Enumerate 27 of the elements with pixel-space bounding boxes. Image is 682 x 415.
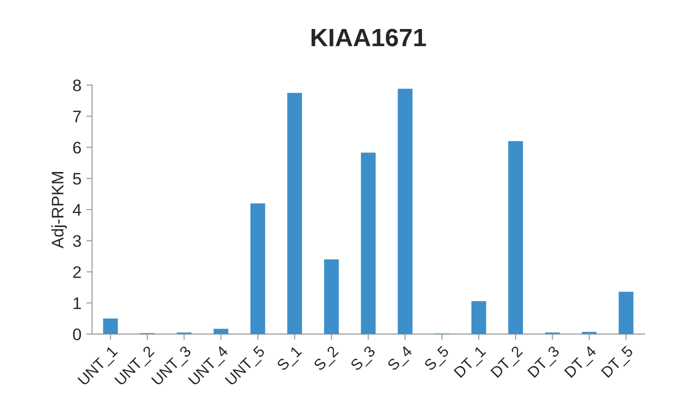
chart-title: KIAA1671: [312, 28, 426, 46]
y-tick-label: 1: [74, 298, 81, 309]
x-tick-label: S_3: [350, 345, 378, 374]
y-tick-label: 7: [73, 110, 81, 122]
bar: [287, 92, 302, 334]
bar: [324, 259, 339, 334]
bar: [214, 328, 228, 334]
y-tick-label: 5: [73, 173, 81, 185]
bar: [103, 318, 118, 334]
bar: [398, 88, 412, 334]
y-tick-label: 8: [73, 79, 81, 92]
bar: [582, 332, 597, 334]
y-tick-label: 2: [73, 266, 81, 278]
y-tick-label: 6: [73, 142, 81, 154]
bar: [471, 301, 486, 334]
bar: [250, 203, 266, 334]
y-tick-label: 3: [73, 235, 81, 247]
y-axis-title: Adj-RPKM: [51, 172, 67, 248]
bar: [508, 141, 523, 334]
bar: [360, 152, 376, 334]
x-tick-label: S_1: [276, 345, 304, 374]
x-tick-label: S_4: [386, 345, 415, 374]
x-tick-label: S_2: [313, 345, 341, 374]
y-tick-label: 0: [73, 328, 81, 340]
bar: [618, 292, 634, 334]
y-tick-label: 4: [72, 204, 82, 216]
x-tick-label: S_5: [423, 345, 452, 374]
